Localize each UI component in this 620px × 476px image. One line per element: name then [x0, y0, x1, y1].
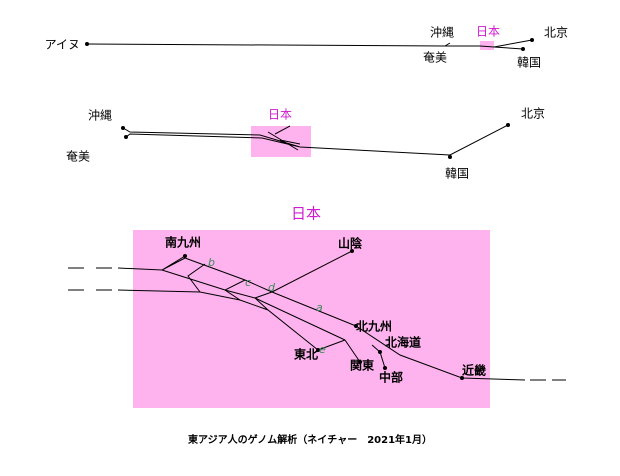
label: 沖縄	[88, 108, 112, 123]
node	[378, 350, 382, 354]
label: 北海道	[385, 335, 421, 350]
japan-region	[133, 230, 490, 408]
node	[506, 123, 510, 127]
label: 中部	[379, 370, 403, 385]
label: 沖縄	[430, 25, 454, 40]
node	[121, 126, 125, 130]
label: 北九州	[356, 319, 392, 334]
label: 近畿	[462, 363, 486, 378]
label: 関東	[350, 358, 374, 373]
label: 東北	[294, 347, 318, 362]
caption: 東アジア人のゲノム解析（ネイチャー 2021年1月）	[188, 433, 432, 446]
node	[460, 376, 464, 380]
japan-highlight	[480, 41, 494, 50]
node	[354, 324, 358, 328]
dashed-line	[68, 267, 566, 381]
label: 日本	[476, 25, 500, 39]
edge-label: b	[208, 256, 215, 269]
label: 日本	[268, 108, 292, 122]
tree-line	[86, 39, 533, 50]
node	[350, 249, 354, 253]
edge-label: a	[316, 301, 323, 314]
edge-label: c	[245, 276, 251, 289]
panel-japan: 日本 南九州 山陰 北九州 北海道 東北 関東 中部 近畿 b c d a e	[68, 205, 566, 408]
node	[124, 135, 128, 139]
label: 北京	[544, 26, 568, 40]
network-line	[117, 250, 526, 381]
label: アイヌ	[45, 38, 80, 52]
panel-overview: アイヌ 沖縄 奄美 日本 北京 韓国	[45, 25, 568, 70]
node	[448, 155, 452, 159]
label: 北京	[521, 107, 545, 121]
node	[183, 254, 187, 258]
tree-line	[122, 124, 509, 157]
edge-label: e	[319, 343, 326, 356]
node	[316, 348, 320, 352]
label: 南九州	[165, 235, 201, 250]
label: 奄美	[66, 150, 90, 164]
node	[530, 38, 534, 42]
label: 奄美	[423, 51, 447, 65]
node	[85, 42, 89, 46]
label: 山陰	[338, 236, 363, 251]
node	[521, 47, 525, 51]
node	[358, 360, 362, 364]
panel-zoom: 沖縄 奄美 日本 北京 韓国	[66, 107, 545, 181]
title: 日本	[291, 205, 321, 223]
edge-label: d	[268, 281, 276, 294]
label: 韓国	[445, 167, 469, 181]
label: 韓国	[517, 56, 541, 70]
node	[383, 366, 387, 370]
